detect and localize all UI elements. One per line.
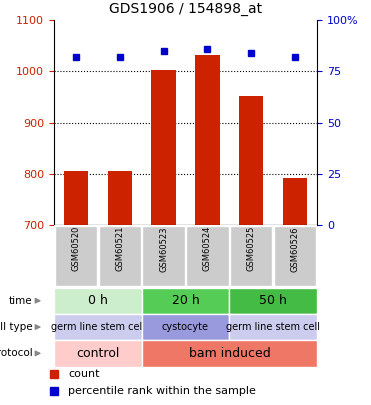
Bar [283, 178, 307, 225]
Bar [55, 226, 97, 286]
Bar [64, 171, 88, 225]
Text: cell type: cell type [0, 322, 33, 332]
Text: protocol: protocol [0, 348, 33, 358]
Text: bam induced: bam induced [188, 347, 270, 360]
Bar [239, 96, 263, 225]
Text: GSM60523: GSM60523 [159, 226, 168, 271]
Text: germ line stem cell: germ line stem cell [51, 322, 145, 332]
Text: germ line stem cell: germ line stem cell [226, 322, 320, 332]
Bar [151, 70, 175, 225]
Text: GSM60524: GSM60524 [203, 226, 212, 271]
Bar [108, 171, 132, 225]
Title: GDS1906 / 154898_at: GDS1906 / 154898_at [109, 2, 262, 17]
Text: GSM60521: GSM60521 [115, 226, 124, 271]
Bar [196, 55, 220, 225]
Text: 50 h: 50 h [259, 294, 287, 307]
Text: count: count [68, 369, 99, 379]
Bar [99, 226, 141, 286]
Text: GSM60520: GSM60520 [71, 226, 80, 271]
Text: GSM60525: GSM60525 [247, 226, 256, 271]
Text: 0 h: 0 h [88, 294, 108, 307]
Bar [142, 226, 185, 286]
Text: cystocyte: cystocyte [162, 322, 209, 332]
Bar [186, 226, 229, 286]
Text: control: control [76, 347, 119, 360]
Text: GSM60526: GSM60526 [291, 226, 300, 271]
Text: 20 h: 20 h [172, 294, 199, 307]
Bar [274, 226, 316, 286]
Bar [230, 226, 272, 286]
Text: percentile rank within the sample: percentile rank within the sample [68, 386, 256, 396]
Text: time: time [9, 296, 33, 306]
